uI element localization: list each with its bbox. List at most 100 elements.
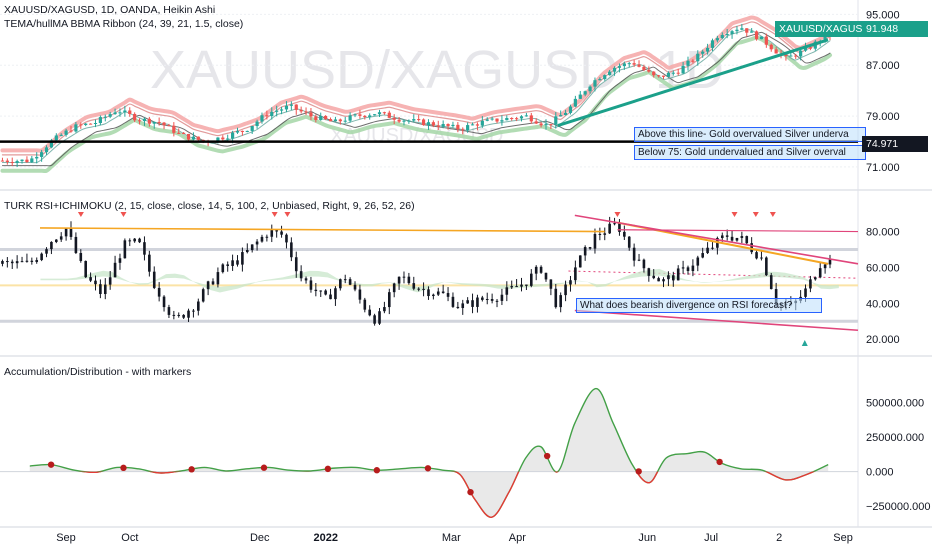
price-candle	[279, 109, 284, 111]
rsi-bar	[241, 252, 244, 265]
price-candle	[319, 115, 323, 120]
rsi-bar	[64, 228, 68, 237]
note-rsi-question[interactable]: What does bearish divergence on RSI fore…	[576, 298, 822, 313]
price-candle	[539, 123, 543, 126]
price-candle	[500, 120, 504, 122]
price-candle	[608, 71, 612, 76]
price-candle	[573, 98, 577, 107]
price-candle	[740, 28, 744, 30]
price-candle	[69, 130, 73, 132]
rsi-bar	[481, 297, 484, 300]
rsi-divergence-line	[39, 227, 605, 233]
price-candle	[333, 119, 338, 122]
rsi-bar	[740, 236, 744, 238]
rsi-bar	[397, 276, 401, 284]
price-candle	[343, 120, 347, 122]
price-candle	[720, 34, 724, 39]
price-candle	[5, 160, 9, 163]
rsi-bar	[755, 252, 758, 259]
rsi-bar	[162, 296, 166, 308]
price-candle	[177, 132, 181, 134]
price-candle	[221, 137, 225, 140]
rsi-bar	[236, 260, 239, 265]
price-tick-label: 87.000	[866, 60, 900, 72]
price-candle	[524, 115, 529, 117]
sell-signal-marker	[284, 212, 291, 217]
rsi-bar	[216, 272, 220, 285]
rsi-bar	[35, 260, 39, 262]
legend-ad[interactable]: Accumulation/Distribution - with markers	[4, 366, 192, 378]
rsi-level-line	[617, 229, 859, 233]
rsi-bar	[265, 236, 269, 238]
legend-ribbon[interactable]: TEMA/hullMA BBMA Ribbon (24, 39, 21, 1.5…	[4, 18, 244, 30]
rsi-bar	[662, 279, 665, 282]
price-candle	[235, 130, 240, 133]
rsi-bar	[206, 281, 210, 290]
price-candle	[642, 66, 646, 70]
rsi-bar	[730, 236, 734, 241]
price-candle	[402, 120, 406, 122]
rsi-bar	[500, 294, 504, 301]
ad-tick-label: 0.000	[866, 467, 894, 479]
price-candle	[725, 34, 729, 36]
price-candle	[20, 159, 24, 162]
rsi-bar	[623, 231, 626, 237]
legend-rsi[interactable]: TURK RSI+ICHIMOKU (2, 15, close, close, …	[4, 200, 415, 212]
rsi-bar	[294, 257, 298, 272]
legend-symbol[interactable]: XAUUSD/XAGUSD, 1D, OANDA, Heikin Ashi	[4, 4, 216, 16]
price-candle	[255, 121, 259, 127]
note-above-line[interactable]: Above this line- Gold overvalued Silver …	[634, 127, 866, 142]
note-below-line[interactable]: Below 75: Gold undervalued and Silver ov…	[634, 145, 866, 160]
price-candle	[808, 47, 813, 49]
rsi-bar	[745, 236, 749, 244]
price-candle	[49, 140, 54, 148]
x-axis-tick-label: Oct	[121, 532, 138, 544]
rsi-bar	[647, 268, 651, 276]
rsi-bar	[94, 280, 97, 285]
price-candle	[745, 28, 749, 33]
rsi-bar	[593, 233, 597, 249]
upper-ribbon-line	[1, 21, 831, 156]
rsi-bar	[510, 286, 514, 288]
ad-marker	[324, 465, 332, 473]
price-candle	[759, 36, 764, 40]
rsi-bar	[706, 247, 709, 254]
price-candle	[54, 135, 58, 141]
rsi-lower-channel	[574, 309, 859, 332]
price-candle	[789, 55, 793, 57]
sell-signal-marker	[120, 212, 127, 217]
price-candle	[93, 122, 98, 124]
rsi-bar	[79, 252, 83, 261]
price-candle	[431, 122, 435, 126]
rsi-bar	[373, 315, 376, 324]
rsi-bar	[167, 307, 171, 315]
price-candle	[794, 55, 798, 57]
last-price-tag[interactable]: 91.948	[862, 21, 928, 37]
price-candle	[113, 112, 117, 115]
price-candle	[348, 115, 352, 121]
rsi-bar	[363, 299, 367, 310]
rsi-bar	[74, 236, 78, 253]
rsi-bar	[353, 284, 357, 290]
rsi-bar	[84, 260, 87, 278]
line-level-tag[interactable]: 74.971	[862, 136, 928, 152]
price-tick-label: 79.000	[866, 111, 900, 123]
price-candle	[466, 125, 470, 131]
rsi-bar	[368, 309, 372, 316]
price-candle	[676, 72, 680, 74]
rsi-bar	[637, 259, 641, 261]
rsi-bar	[642, 259, 646, 269]
price-candle	[559, 115, 563, 117]
price-candle	[250, 126, 254, 131]
rsi-upper-channel	[574, 214, 859, 265]
rsi-bar	[765, 257, 768, 276]
rsi-bar	[348, 279, 352, 285]
price-candle	[603, 75, 607, 80]
rsi-bar	[138, 238, 141, 243]
rsi-bar	[618, 223, 621, 232]
price-candle	[426, 122, 431, 126]
price-candle	[407, 120, 411, 122]
rsi-bar	[613, 223, 616, 225]
symbol-price-tag[interactable]: XAUUSD/XAGUSD	[775, 21, 875, 37]
